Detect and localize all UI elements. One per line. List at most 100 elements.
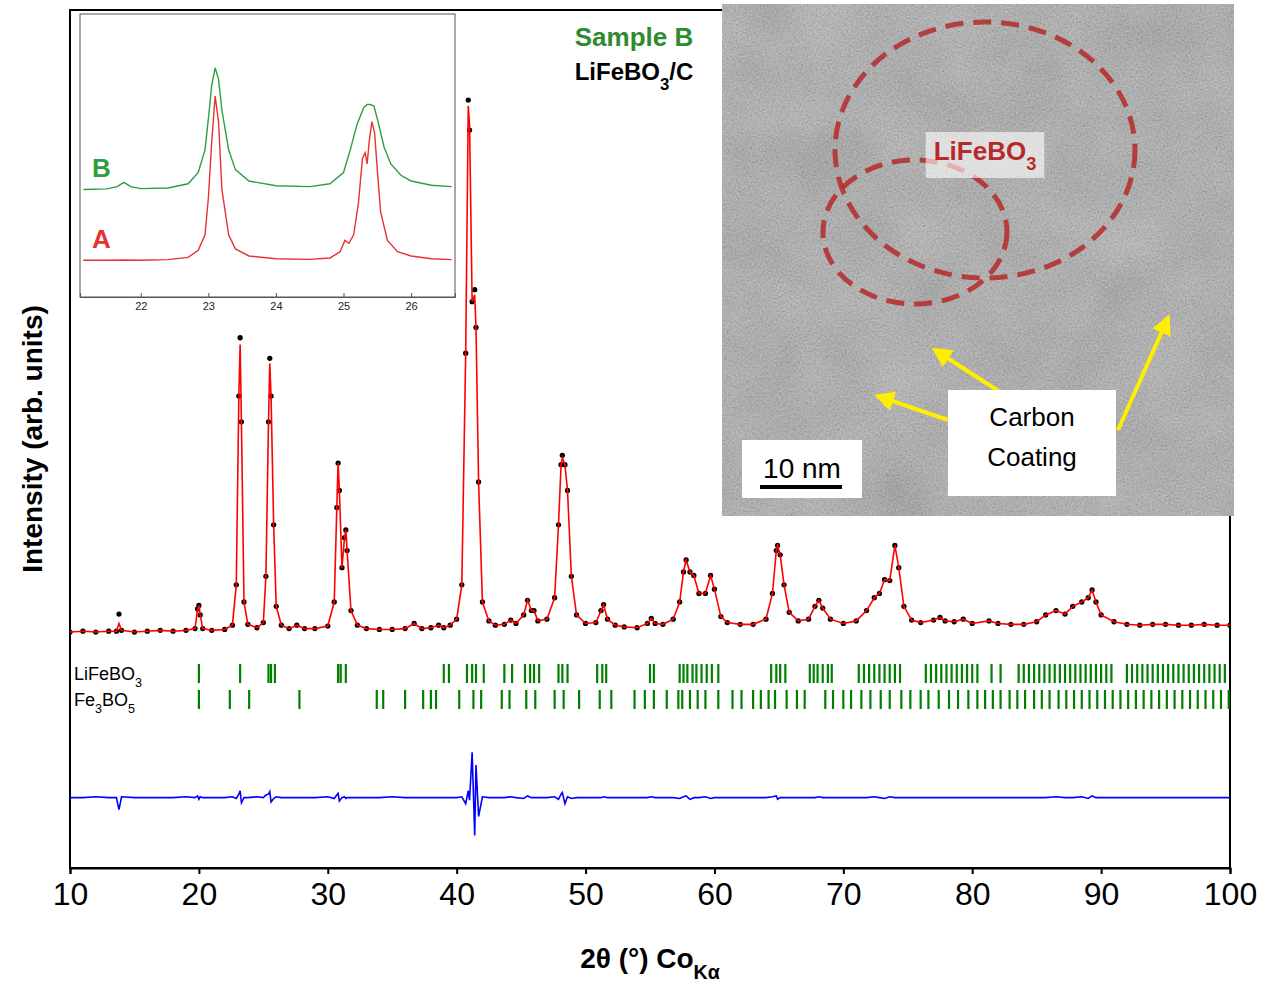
reflection-tick: [1112, 690, 1114, 709]
reflection-tick: [1198, 664, 1200, 683]
reflection-tick: [1028, 664, 1030, 683]
tick-mark: [843, 868, 845, 874]
reflection-tick: [894, 664, 896, 683]
tick-label: 50: [568, 876, 604, 912]
phase-label: LiFeBO3: [74, 664, 142, 690]
reflection-tick: [557, 664, 559, 683]
reflection-tick: [1104, 690, 1106, 709]
text-part: LiFeBO: [74, 664, 135, 684]
tick: 70: [826, 868, 862, 912]
reflection-tick: [649, 664, 651, 683]
reflection-tick: [1057, 690, 1059, 709]
series-label: B: [92, 153, 111, 183]
x-axis: 102030405060708090100: [53, 868, 1257, 912]
reflection-tick: [524, 664, 526, 683]
reflection-tick: [525, 690, 527, 709]
reflection-tick: [976, 690, 978, 709]
text-part: LiFeBO: [575, 58, 660, 85]
reflection-tick: [653, 664, 655, 683]
tick-label: 22: [135, 300, 147, 312]
tick: 24: [270, 293, 282, 312]
reflection-tick: [1038, 664, 1040, 683]
reflection-tick: [599, 690, 601, 709]
reflection-tick: [822, 664, 824, 683]
reflection-tick: [422, 690, 424, 709]
reflection-tick: [1023, 664, 1025, 683]
tick-mark: [456, 868, 458, 874]
reflection-tick: [298, 690, 300, 709]
reflection-tick: [1204, 690, 1206, 709]
tick-mark: [276, 293, 277, 297]
tick: 20: [182, 868, 218, 912]
reflection-tick: [682, 664, 684, 683]
reflection-tick: [938, 690, 940, 709]
tick-label: 60: [697, 876, 733, 912]
reflection-tick: [1219, 664, 1221, 683]
reflection-tick: [1119, 690, 1121, 709]
reflection-tick: [267, 664, 269, 683]
series-label: A: [92, 224, 111, 254]
reflection-tick: [1085, 664, 1087, 683]
tick-mark: [585, 868, 587, 874]
reflection-tick: [480, 690, 482, 709]
reflection-tick: [248, 690, 250, 709]
subscript: 5: [128, 702, 135, 716]
reflection-tick: [533, 664, 535, 683]
reflection-tick: [752, 690, 754, 709]
phase-label: Fe3BO5: [74, 690, 135, 716]
tick-label: 100: [1204, 876, 1257, 912]
tick-mark: [141, 293, 142, 297]
tick-mark: [208, 293, 209, 297]
reflection-tick: [984, 690, 986, 709]
reflection-tick: [1110, 664, 1112, 683]
reflection-tick: [775, 664, 777, 683]
reflection-tick: [1166, 690, 1168, 709]
reflection-tick: [1157, 664, 1159, 683]
reflection-tick: [475, 664, 477, 683]
reflection-tick: [1100, 664, 1102, 683]
reflection-tick: [1054, 664, 1056, 683]
tick-label: 24: [270, 300, 282, 312]
reflection-tick: [850, 690, 852, 709]
reflection-tick: [1016, 690, 1018, 709]
reflection-tick: [337, 664, 339, 683]
subscript: Kα: [694, 961, 720, 983]
annotation-line: Carbon: [989, 402, 1074, 432]
reflection-tick: [1043, 664, 1045, 683]
y-axis-title: Intensity (arb. units): [17, 305, 48, 573]
tick-label: 26: [405, 300, 417, 312]
reflection-tick: [957, 690, 959, 709]
reflection-tick: [717, 690, 719, 709]
reflection-tick: [880, 690, 882, 709]
reflection-tick: [1188, 664, 1190, 683]
reflection-tick: [999, 690, 1001, 709]
reflection-tick: [1167, 664, 1169, 683]
data-point: [472, 287, 477, 292]
reflection-tick: [471, 664, 473, 683]
reflection-tick: [940, 664, 942, 683]
reflection-tick: [945, 664, 947, 683]
tick-mark: [972, 868, 974, 874]
reflection-tick: [1141, 664, 1143, 683]
reflection-tick: [1064, 664, 1066, 683]
reflection-tick: [1033, 690, 1035, 709]
reflection-tick: [740, 690, 742, 709]
reflection-tick: [999, 664, 1001, 683]
inset-x-axis: 2223242526: [81, 293, 456, 312]
reflection-tick: [831, 664, 833, 683]
reflection-tick: [878, 664, 880, 683]
reflection-tick: [860, 690, 862, 709]
reflection-tick: [930, 664, 932, 683]
reflection-tick: [1048, 664, 1050, 683]
reflection-tick: [1182, 664, 1184, 683]
reflection-tick: [448, 664, 450, 683]
text-part: /C: [669, 58, 693, 85]
reflection-tick: [458, 690, 460, 709]
reflection-tick: [816, 664, 818, 683]
reflection-tick: [644, 690, 646, 709]
reflection-tick: [796, 690, 798, 709]
tick: 80: [955, 868, 991, 912]
scale-bar: [760, 485, 842, 489]
reflection-tick: [697, 690, 699, 709]
reflection-tick: [809, 664, 811, 683]
